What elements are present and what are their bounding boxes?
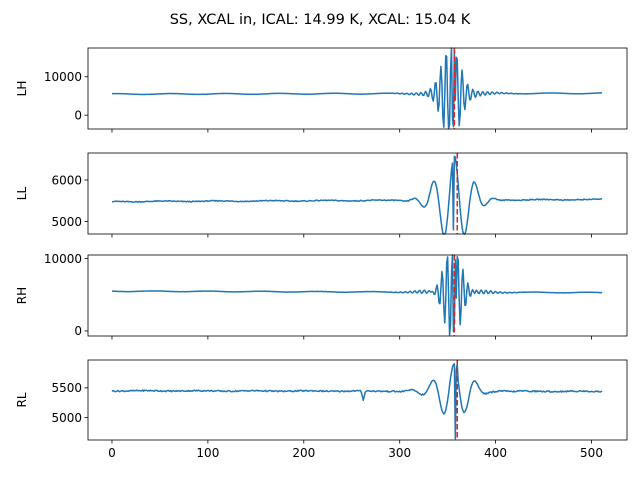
axes-frame [87, 359, 628, 441]
y-tick-label: 6000 [51, 173, 82, 187]
x-tick-label: 200 [292, 446, 315, 460]
panel-lh: 0 10000 LH [15, 47, 628, 133]
x-tick-label: 300 [388, 446, 411, 460]
series-line [111, 362, 603, 440]
y-axis-label: RL [15, 392, 29, 407]
y-axis-label: RH [15, 287, 29, 304]
panel-rl: 5000 5500 0 100 200 300 400 500 RL [15, 359, 628, 460]
x-tick-label: 400 [484, 446, 507, 460]
y-axis-label: LL [15, 187, 29, 201]
axes-frame [87, 47, 628, 130]
x-tick-label: 0 [108, 446, 116, 460]
x-tick-label: 500 [580, 446, 603, 460]
axes-frame [87, 254, 628, 337]
y-tick-label: 10000 [44, 70, 82, 84]
y-tick-label: 5500 [51, 381, 82, 395]
panel-ll: 5000 6000 LL [15, 152, 628, 238]
panels: 0 10000 LH 5000 6000 LL 0 10000 RH 5000 5500 0 100 20… [15, 47, 628, 460]
y-tick-label: 0 [74, 324, 82, 338]
figure-title: SS, XCAL in, ICAL: 14.99 K, XCAL: 15.04 … [170, 12, 471, 28]
y-tick-label: 5000 [51, 215, 82, 229]
x-tick-label: 100 [196, 446, 219, 460]
y-tick-label: 5000 [51, 411, 82, 425]
panel-rh: 0 10000 RH [15, 252, 628, 340]
series-line [111, 155, 603, 235]
y-tick-label: 10000 [44, 252, 82, 266]
series-line [111, 47, 603, 130]
series-line [111, 254, 603, 336]
y-axis-label: LH [15, 81, 29, 97]
axes-frame [87, 152, 628, 235]
y-tick-label: 0 [74, 108, 82, 122]
